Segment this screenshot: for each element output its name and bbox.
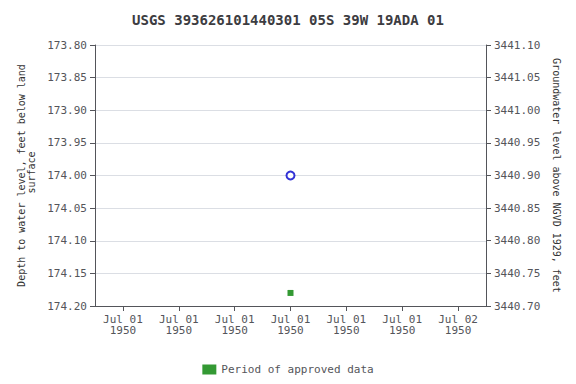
svg-text:173.85: 173.85 <box>47 71 87 84</box>
svg-text:Jul 01: Jul 01 <box>158 313 199 326</box>
svg-text:Jul 01: Jul 01 <box>214 313 255 326</box>
svg-text:Groundwater level above NGVD 1: Groundwater level above NGVD 1929, feet <box>551 58 562 293</box>
svg-text:3440.85: 3440.85 <box>494 202 540 215</box>
svg-text:173.95: 173.95 <box>47 136 87 149</box>
svg-text:Jul 01: Jul 01 <box>270 313 311 326</box>
svg-text:1950: 1950 <box>277 324 304 337</box>
svg-text:Depth to water level, feet bel: Depth to water level, feet below land <box>15 64 27 287</box>
svg-text:1950: 1950 <box>221 324 248 337</box>
svg-text:Jul 01: Jul 01 <box>103 313 143 326</box>
svg-text:173.90: 173.90 <box>47 104 87 117</box>
svg-text:USGS 393626101440301 05S 39W 1: USGS 393626101440301 05S 39W 19ADA 01 <box>132 12 444 28</box>
svg-text:1950: 1950 <box>389 324 416 337</box>
svg-text:3441.10: 3441.10 <box>494 39 540 52</box>
svg-text:1950: 1950 <box>110 324 136 337</box>
svg-text:174.15: 174.15 <box>47 267 87 280</box>
svg-text:173.80: 173.80 <box>47 39 87 52</box>
svg-text:1950: 1950 <box>445 324 472 337</box>
svg-text:174.05: 174.05 <box>47 202 87 215</box>
svg-text:surface: surface <box>26 151 37 199</box>
svg-text:Period of approved data: Period of approved data <box>221 363 373 376</box>
svg-text:3440.70: 3440.70 <box>494 300 540 313</box>
svg-text:3440.80: 3440.80 <box>494 234 540 247</box>
svg-text:174.20: 174.20 <box>47 300 87 313</box>
svg-text:174.10: 174.10 <box>47 234 87 247</box>
svg-text:3440.90: 3440.90 <box>494 169 540 182</box>
svg-text:Jul 01: Jul 01 <box>382 313 423 326</box>
svg-text:3441.00: 3441.00 <box>494 104 540 117</box>
svg-text:3441.05: 3441.05 <box>494 71 540 84</box>
svg-text:3440.95: 3440.95 <box>494 136 540 149</box>
svg-text:1950: 1950 <box>333 324 360 337</box>
svg-text:3440.75: 3440.75 <box>494 267 540 280</box>
svg-text:Jul 02: Jul 02 <box>438 313 478 326</box>
svg-text:174.00: 174.00 <box>47 169 87 182</box>
svg-text:1950: 1950 <box>166 324 193 337</box>
svg-text:Jul 01: Jul 01 <box>326 313 367 326</box>
